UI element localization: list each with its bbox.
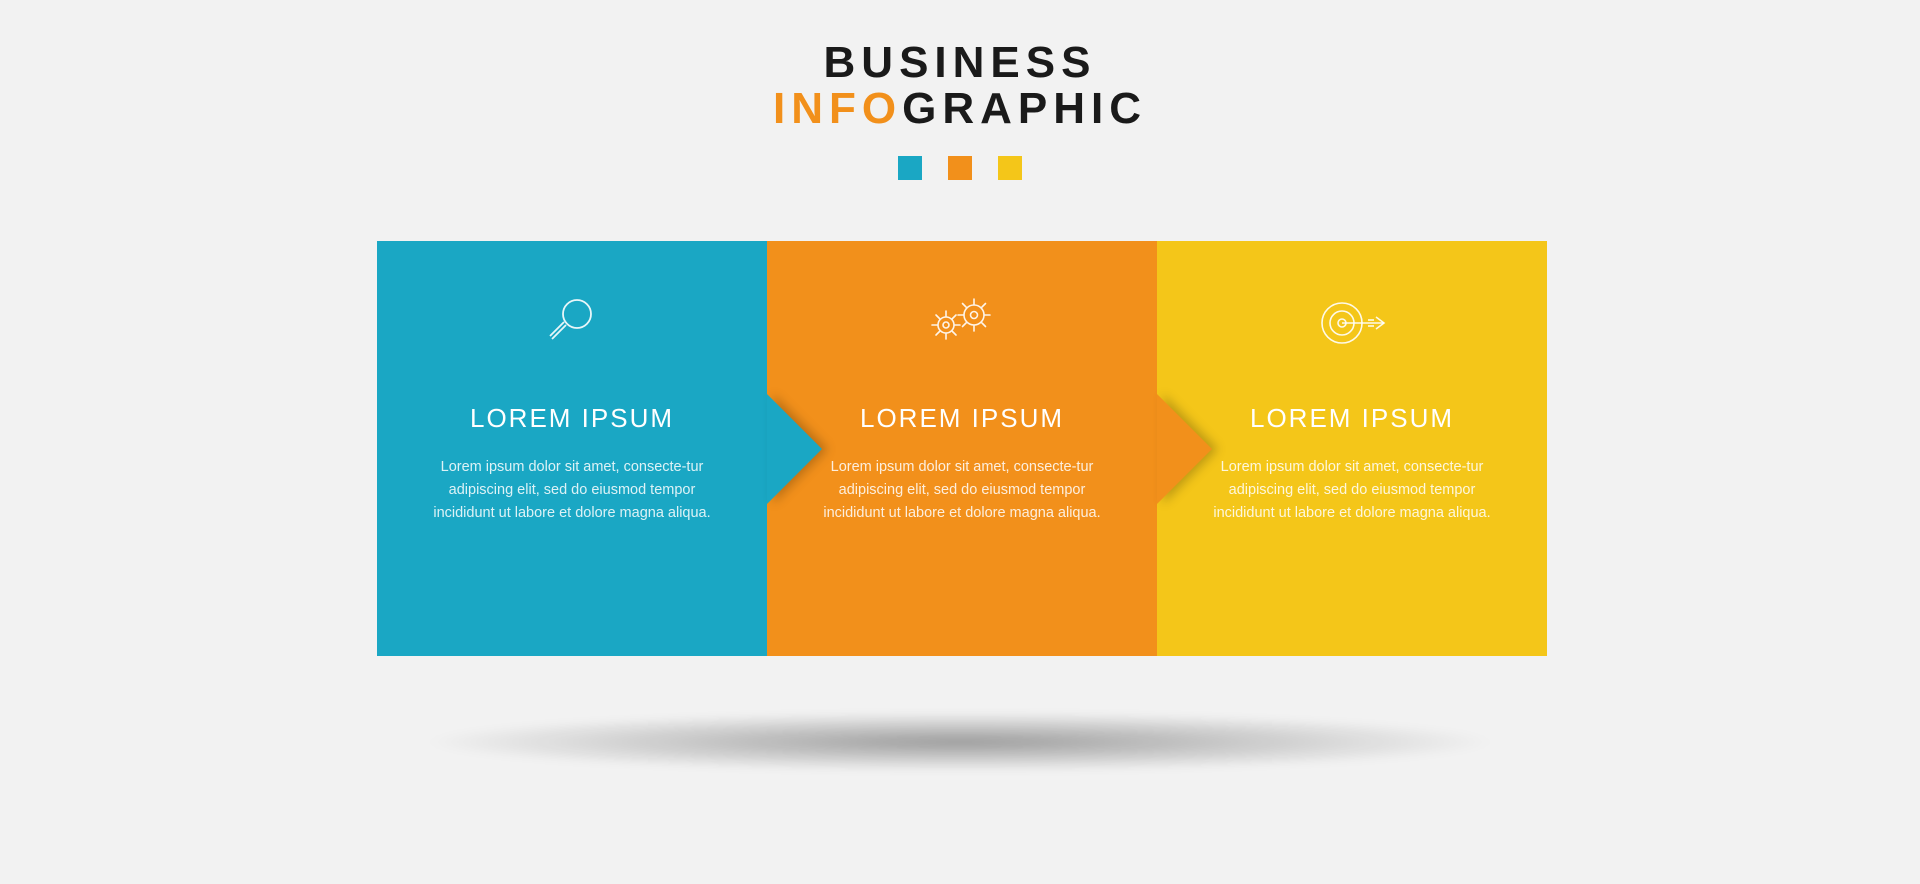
step-2-title: LOREM IPSUM	[812, 403, 1112, 434]
title-line-2: INFOGRAPHIC	[0, 84, 1920, 134]
step-3-title: LOREM IPSUM	[1202, 403, 1502, 434]
step-1-title: LOREM IPSUM	[422, 403, 722, 434]
step-3-panel: LOREM IPSUM Lorem ipsum dolor sit amet, …	[1157, 241, 1547, 656]
header: BUSINESS INFOGRAPHIC	[0, 38, 1920, 180]
target-icon	[1202, 241, 1502, 351]
step-1-panel: LOREM IPSUM Lorem ipsum dolor sit amet, …	[377, 241, 767, 656]
swatch-3	[998, 156, 1022, 180]
swatch-2	[948, 156, 972, 180]
magnifier-icon	[422, 241, 722, 351]
infographic: LOREM IPSUM Lorem ipsum dolor sit amet, …	[377, 241, 1543, 656]
swatch-1	[898, 156, 922, 180]
step-2-panel: LOREM IPSUM Lorem ipsum dolor sit amet, …	[767, 241, 1157, 656]
gears-icon	[812, 241, 1112, 351]
title-rest: GRAPHIC	[902, 84, 1147, 133]
title-accent: INFO	[773, 84, 902, 133]
step-2-body: Lorem ipsum dolor sit amet, consecte-tur…	[812, 456, 1112, 526]
color-swatches	[0, 156, 1920, 180]
floor-shadow	[420, 712, 1500, 772]
step-1-arrow	[767, 394, 822, 504]
step-3-body: Lorem ipsum dolor sit amet, consecte-tur…	[1202, 456, 1502, 526]
step-1-body: Lorem ipsum dolor sit amet, consecte-tur…	[422, 456, 722, 526]
infographic-inner: LOREM IPSUM Lorem ipsum dolor sit amet, …	[377, 241, 1543, 656]
title-line-1: BUSINESS	[0, 38, 1920, 88]
step-2-arrow	[1157, 394, 1212, 504]
